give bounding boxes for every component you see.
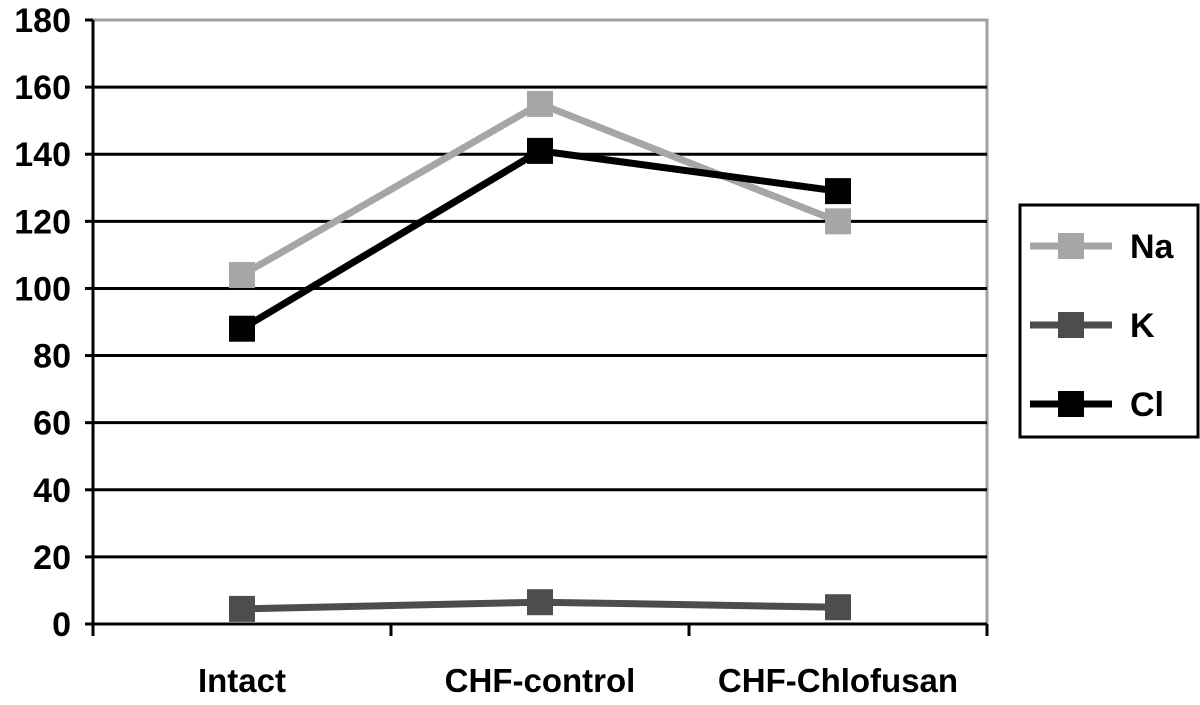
legend-swatch-marker xyxy=(1058,312,1084,338)
legend-label: Na xyxy=(1130,228,1175,266)
y-tick-label: 120 xyxy=(14,203,71,241)
legend-item-k: K xyxy=(1030,307,1155,345)
y-tick-label: 100 xyxy=(14,270,71,308)
y-tick-label: 80 xyxy=(33,338,71,376)
data-point-na xyxy=(825,208,851,235)
legend-label: K xyxy=(1130,307,1155,345)
x-tick-label: CHF-control xyxy=(445,662,636,699)
x-axis-ticks: Intact CHF-control CHF-Chlofusan xyxy=(91,624,989,699)
y-tick-label: 60 xyxy=(33,405,71,443)
series-line-na xyxy=(240,100,840,279)
gridlines xyxy=(93,85,987,559)
series-na xyxy=(229,90,851,289)
data-point-cl xyxy=(825,178,851,205)
legend-label: Cl xyxy=(1130,386,1164,424)
data-point-k xyxy=(825,594,851,621)
legend-swatch-marker xyxy=(1058,233,1084,259)
y-tick-label: 140 xyxy=(14,136,71,174)
y-axis-ticks: 0 20 40 60 80 100 120 140 160 180 xyxy=(14,2,93,644)
data-point-cl xyxy=(527,137,553,164)
legend-item-cl: Cl xyxy=(1030,386,1164,424)
legend-item-na: Na xyxy=(1030,228,1175,266)
series-layer xyxy=(229,90,851,622)
series-cl xyxy=(229,137,851,342)
series-line-cl xyxy=(240,147,839,332)
axes xyxy=(85,20,987,632)
data-point-k xyxy=(527,589,553,616)
data-point-cl xyxy=(229,315,255,342)
y-tick-label: 160 xyxy=(14,69,71,107)
legend-swatch-marker xyxy=(1058,391,1084,417)
x-tick-label: CHF-Chlofusan xyxy=(718,662,958,699)
y-tick-label: 180 xyxy=(14,2,71,40)
y-tick-label: 40 xyxy=(33,472,71,510)
y-tick-label: 0 xyxy=(52,606,71,644)
data-point-k xyxy=(229,595,255,622)
data-point-na xyxy=(527,90,553,117)
y-tick-label: 20 xyxy=(33,539,71,577)
series-k xyxy=(229,589,851,622)
data-point-na xyxy=(229,262,255,289)
legend: Na K Cl xyxy=(1018,203,1200,439)
x-tick-label: Intact xyxy=(198,662,286,699)
